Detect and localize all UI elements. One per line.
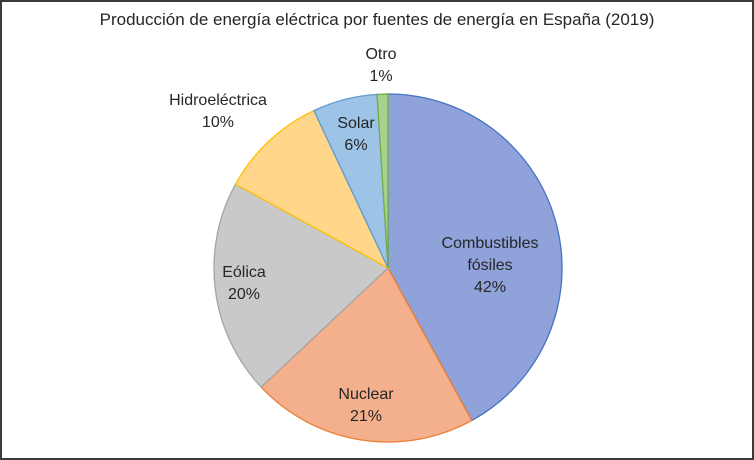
label-eolica: Eólica 20% [222, 264, 266, 303]
pie-slice-combustibles-fósiles [387, 93, 563, 422]
label-solar: Solar 6% [337, 115, 375, 154]
label-nuclear: Nuclear 21% [338, 386, 394, 425]
chart-title: Producción de energía eléctrica por fuen… [99, 10, 655, 29]
label-combustibles: Combustibles fósiles 42% [441, 235, 539, 296]
pie-slice-eólica [213, 183, 390, 389]
label-otro: Otro 1% [365, 46, 397, 85]
pie-slice-hidroeléctrica [234, 109, 390, 270]
pie-slice-otro [376, 93, 389, 269]
label-hidroelectrica: Hidroeléctrica 10% [169, 92, 267, 131]
pie-slice-nuclear [260, 266, 473, 443]
